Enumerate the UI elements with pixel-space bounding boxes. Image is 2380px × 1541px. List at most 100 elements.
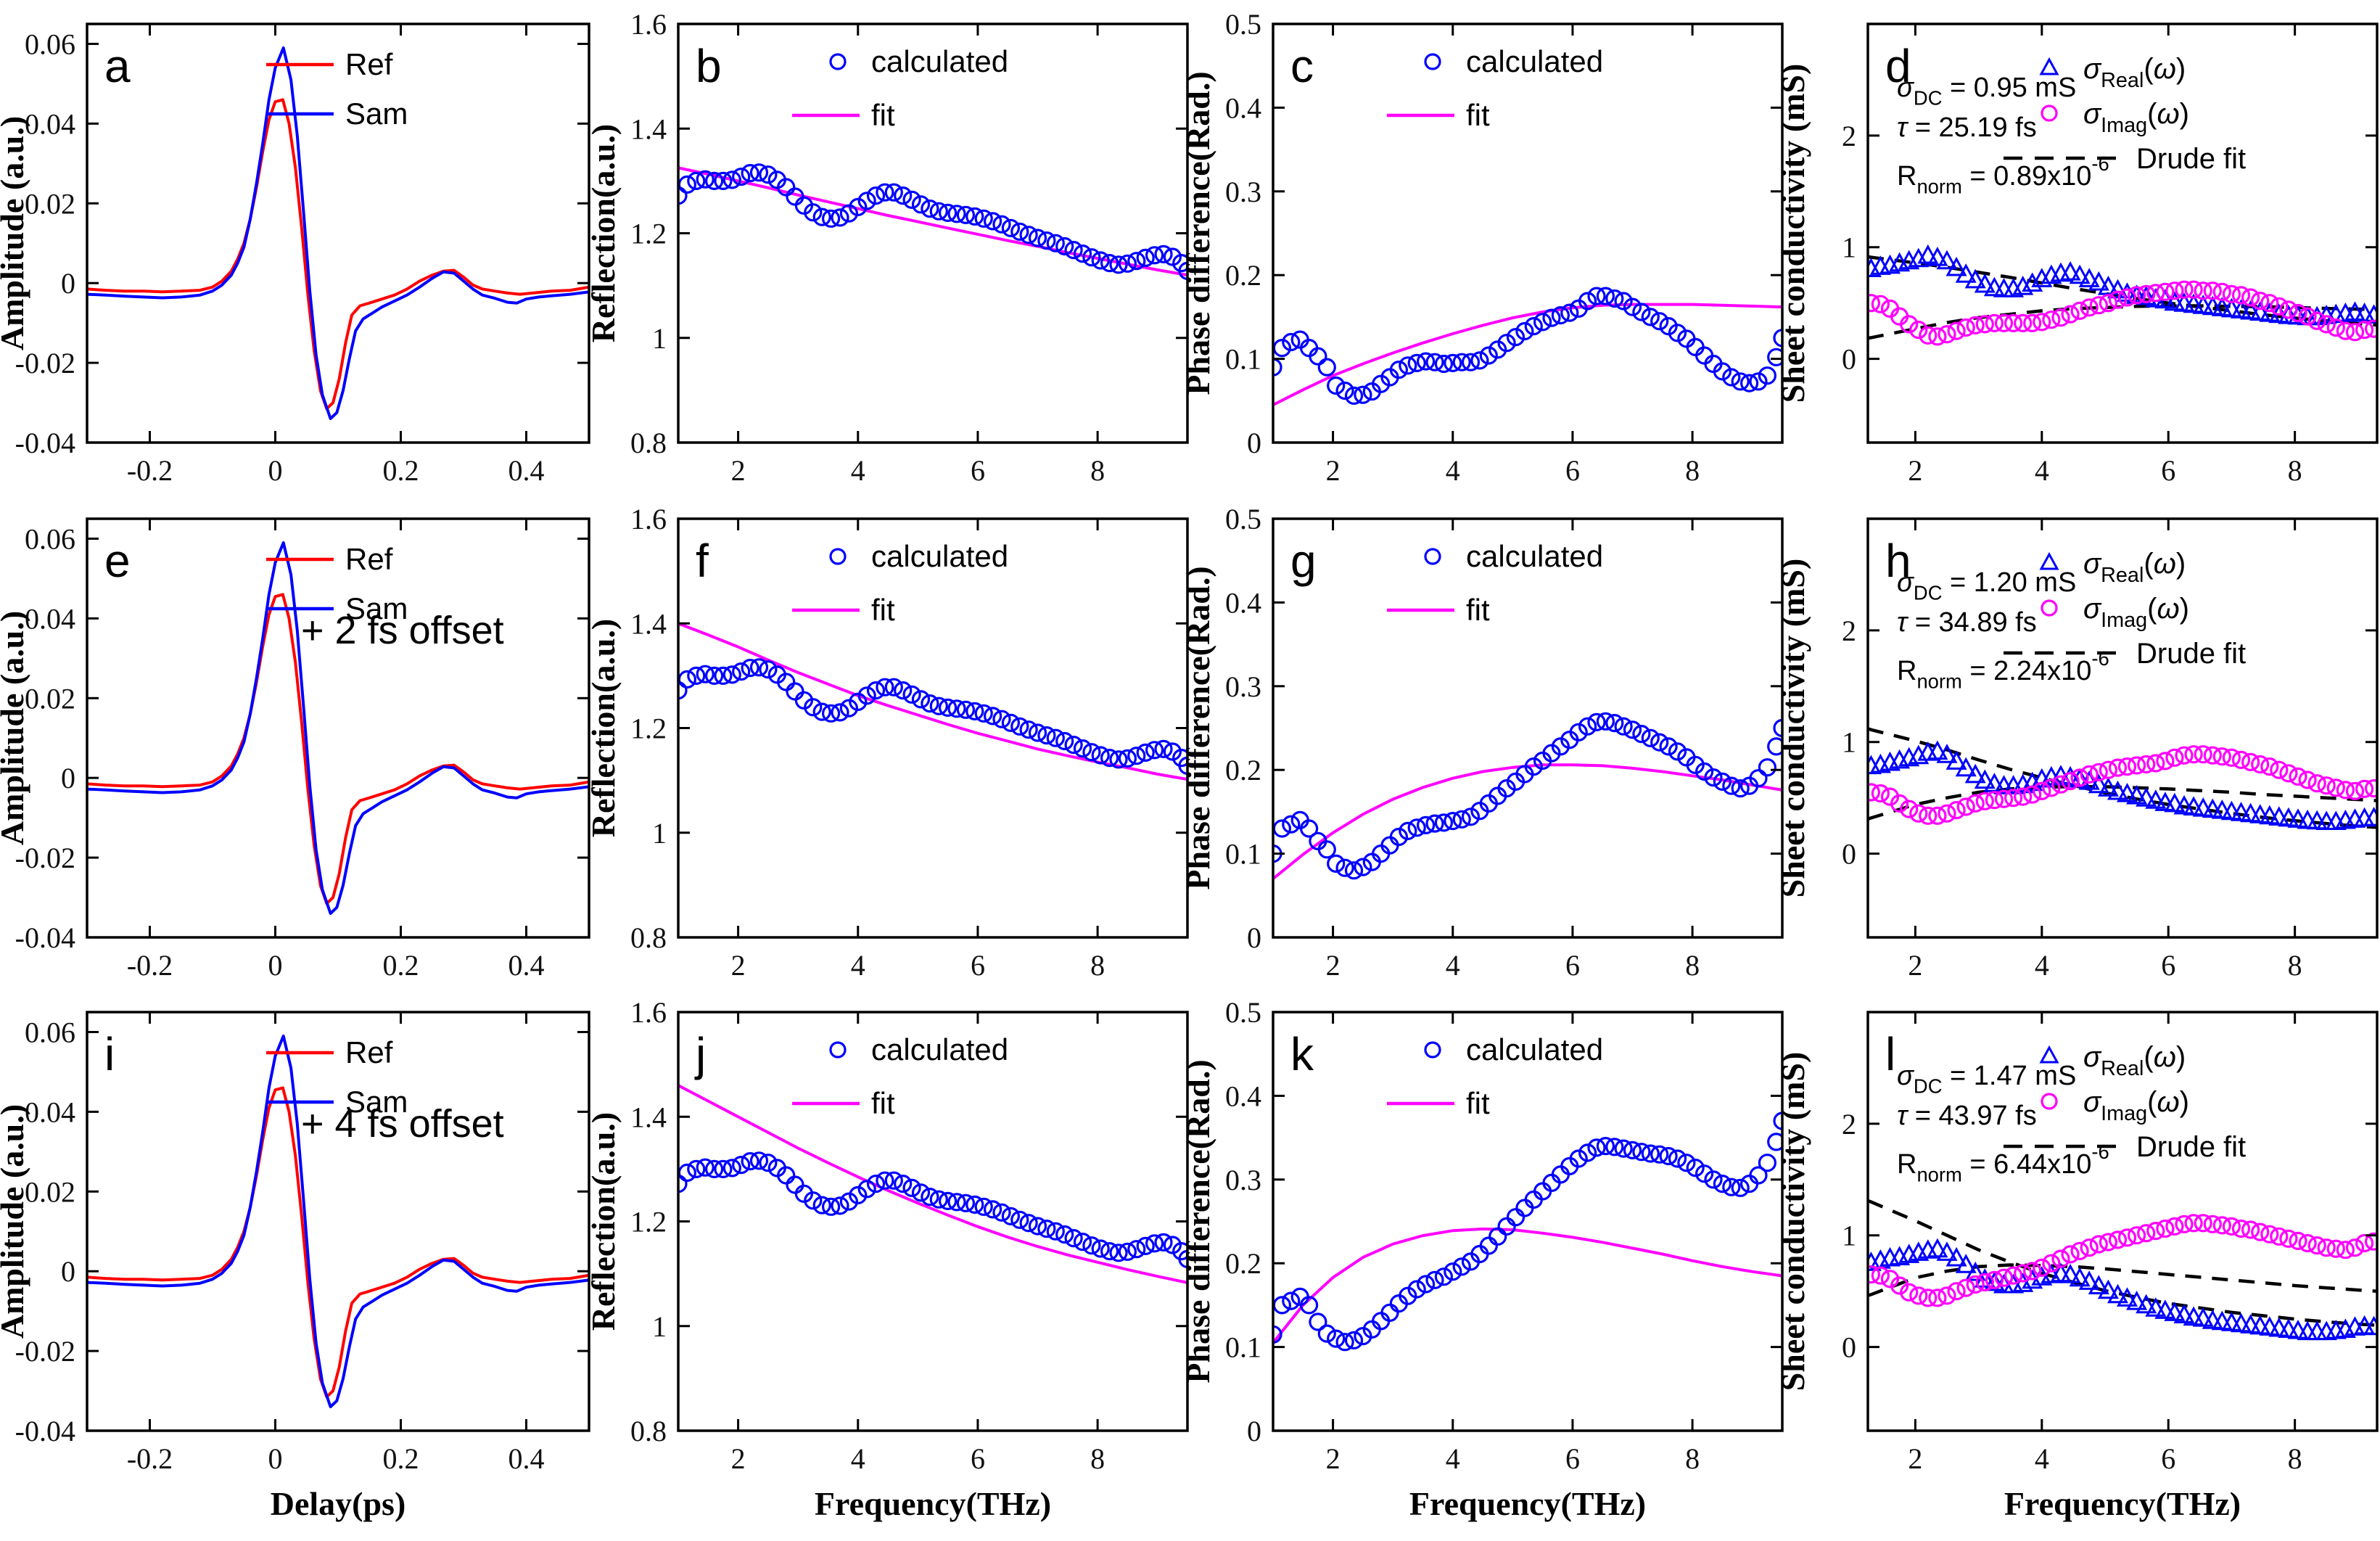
y-axis-label: Amplitude (a.u.) (0, 116, 30, 350)
fit-parameter: Rnorm = 6.44x10-6 (1897, 1141, 2109, 1185)
axes-box (1272, 22, 1784, 444)
fit-parameter: τ = 34.89 fs (1897, 607, 2037, 638)
y-tick-label: 1 (1842, 231, 1856, 264)
y-tick-label: 0 (61, 762, 75, 794)
y-tick-label: 0.02 (25, 187, 75, 220)
y-tick-label: 2 (1842, 120, 1856, 152)
x-tick-label: 2 (731, 949, 746, 982)
y-tick-label: -0.04 (15, 1415, 75, 1447)
axes-box (1272, 517, 1784, 939)
x-tick-label: 8 (1090, 949, 1105, 982)
y-axis-label: Amplitude (a.u.) (0, 1104, 30, 1339)
axes-box (86, 517, 590, 939)
x-tick-label: 4 (2035, 949, 2049, 982)
x-tick-label: 2 (1326, 1442, 1341, 1475)
fit-parameter: σDC = 1.47 mS (1897, 1061, 2076, 1097)
y-tick-label: 1 (652, 1310, 667, 1343)
x-axis-label: Delay(ps) (271, 1485, 406, 1522)
panel-j: 2 4 6 8 0.8 1 1.2 1.4 1.6 Reflection(a.u.) Frequen… (585, 996, 1189, 1522)
legend-label: Drude fit (2136, 638, 2246, 670)
x-tick-label: 4 (1446, 454, 1460, 487)
y-tick-label: 0 (1247, 921, 1261, 954)
y-tick-label: 0 (1247, 1415, 1261, 1447)
axes-box (677, 1011, 1189, 1432)
y-axis-label: Reflection(a.u.) (585, 1112, 622, 1331)
panel-letter: i (104, 1028, 115, 1080)
axes-box (86, 22, 590, 444)
legend-circle-marker (2041, 1093, 2058, 1110)
x-tick-label: 0 (268, 1442, 283, 1475)
y-tick-label: 0.4 (1225, 586, 1261, 619)
legend-circle-marker (1424, 1041, 1441, 1059)
legend-label: Sam (345, 96, 408, 131)
legend-label: calculated (871, 1032, 1008, 1067)
panel-h-series (1868, 727, 2377, 830)
legend-circle-marker (1424, 548, 1441, 565)
x-tick-label: 2 (1908, 1442, 1922, 1475)
axes-box (677, 22, 1189, 444)
legend-label: Ref (345, 47, 393, 81)
x-tick-label: -0.2 (127, 949, 173, 982)
panel-g: 2 4 6 8 0 0.1 0.2 0.3 0.4 0.5 Phase difference(Rad… (1179, 503, 1784, 982)
y-tick-label: 1.4 (630, 112, 667, 145)
y-tick-label: -0.02 (15, 842, 75, 874)
x-tick-label: -0.2 (127, 454, 173, 487)
legend-label: fit (871, 1086, 895, 1120)
legend-label: σReal(ω) (2083, 548, 2186, 587)
axes-box (1866, 517, 2379, 939)
x-tick-label: 6 (1565, 949, 1580, 982)
y-axis-label: Sheet conductivity (mS) (1774, 64, 1811, 403)
x-tick-label: 0.2 (383, 1442, 419, 1475)
x-tick-label: 0.2 (383, 949, 419, 982)
panel-d-series (1868, 244, 2377, 346)
y-tick-label: 1.2 (630, 218, 667, 250)
y-axis-label: Reflection(a.u.) (585, 124, 622, 342)
y-tick-label: 1 (1842, 1220, 1856, 1252)
legend-triangle-marker (2039, 1045, 2059, 1064)
x-tick-label: 2 (731, 1442, 746, 1475)
x-tick-label: 6 (1565, 454, 1580, 487)
y-tick-label: 0 (61, 267, 75, 300)
panel-e-series (87, 541, 589, 915)
fit-parameter: σDC = 0.95 mS (1897, 73, 2076, 109)
panel-l-series (1868, 1199, 2377, 1341)
x-tick-label: 0 (268, 949, 283, 982)
y-tick-label: 1 (1842, 726, 1856, 759)
x-axis-label: Frequency(THz) (815, 1485, 1051, 1522)
y-tick-label: 1.6 (630, 503, 667, 535)
y-tick-label: -0.04 (15, 921, 75, 954)
y-tick-label: 1 (652, 322, 667, 355)
panel-letter: a (104, 40, 131, 92)
panel-f: 2 4 6 8 0.8 1 1.2 1.4 1.6 Reflection(a.u.) f calcul… (585, 503, 1189, 982)
y-tick-label: 0.5 (1225, 996, 1261, 1029)
x-tick-label: 4 (2035, 454, 2049, 487)
y-tick-label: 0.1 (1225, 1331, 1261, 1364)
axes-box (86, 1011, 590, 1432)
y-tick-label: 0.06 (25, 28, 75, 60)
x-tick-label: 6 (2161, 949, 2175, 982)
offset-note: + 2 fs offset (301, 609, 504, 652)
y-tick-label: 0.2 (1225, 1247, 1261, 1280)
y-tick-label: 0.3 (1225, 176, 1261, 208)
legend-label: σReal(ω) (2083, 1041, 2186, 1080)
y-tick-label: 0.4 (1225, 1080, 1261, 1112)
x-tick-label: 6 (2161, 1442, 2175, 1475)
x-tick-label: 8 (2288, 1442, 2302, 1475)
y-tick-label: 1.4 (630, 607, 667, 640)
legend-label: σImag(ω) (2083, 98, 2189, 137)
y-tick-label: 0.2 (1225, 259, 1261, 292)
offset-note: + 4 fs offset (301, 1102, 504, 1146)
legend-circle-marker (2041, 104, 2058, 122)
y-tick-label: 0.04 (25, 107, 75, 140)
x-tick-label: 2 (1326, 949, 1341, 982)
legend-label: Sam (345, 1085, 408, 1119)
panel-letter: j (694, 1028, 706, 1080)
panel-a: -0.2 0 0.2 0.4 -0.04 -0.02 0 0.02 0.04 0.06 Amplit… (0, 22, 590, 487)
x-tick-label: 6 (971, 454, 985, 487)
y-tick-label: 0.8 (630, 1415, 667, 1447)
legend-circle-marker (1424, 53, 1441, 70)
y-tick-label: 0.02 (25, 682, 75, 715)
x-tick-label: 8 (1090, 1442, 1105, 1475)
